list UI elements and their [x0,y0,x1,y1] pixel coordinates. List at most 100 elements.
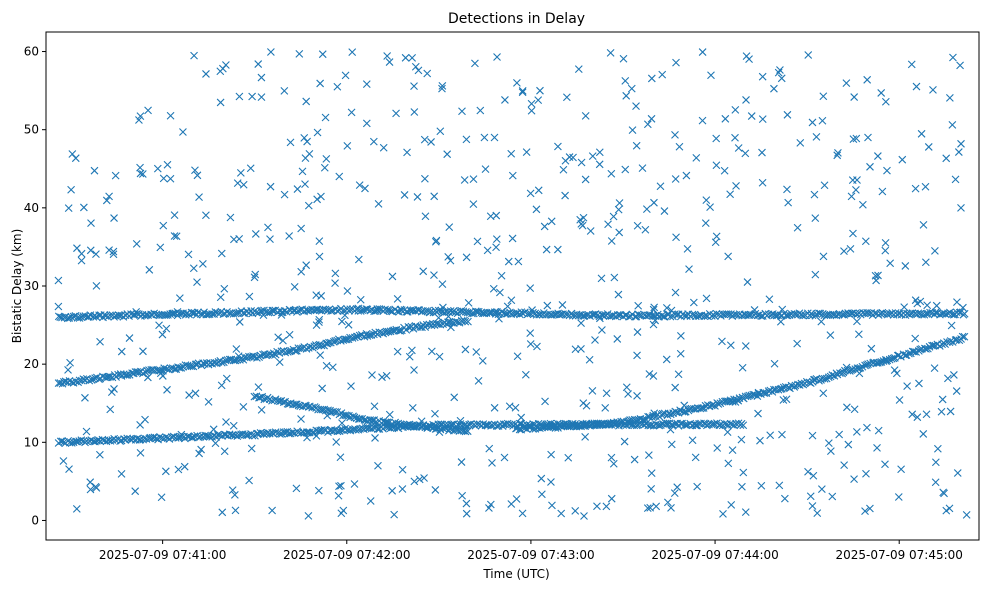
data-point [303,137,311,146]
data-point [316,351,325,360]
x-tick-label: 2025-07-09 07:43:00 [467,548,594,562]
data-point [698,404,706,412]
data-point [374,199,383,208]
data-point [462,253,471,262]
data-point [401,53,410,62]
data-point [754,409,762,418]
data-point [73,244,81,253]
data-point [954,148,963,156]
data-point [478,356,487,365]
data-point [606,49,615,57]
data-point [804,467,812,476]
data-point [202,70,210,78]
data-point [913,299,922,308]
data-point [371,307,380,315]
x-tick-label: 2025-07-09 07:41:00 [99,548,226,562]
data-point [662,355,671,364]
data-point [632,141,641,150]
data-point [170,211,179,220]
data-point [866,504,874,513]
data-point [889,354,898,363]
data-point [318,50,327,59]
data-point [281,348,290,357]
data-point [95,450,104,459]
data-point [826,447,835,456]
data-point [490,403,499,412]
data-point [811,214,820,223]
data-point [298,402,307,411]
data-point [634,301,643,310]
data-point [532,205,541,214]
data-point [595,160,604,169]
data-point [923,301,932,310]
data-point [852,134,861,143]
data-point [518,509,527,518]
data-point [756,436,764,445]
data-point [486,500,495,509]
data-point [71,154,80,163]
data-point [77,249,86,258]
data-point [326,338,335,347]
data-point [766,431,775,440]
data-point [460,176,469,184]
data-point [808,118,817,127]
data-point [622,91,631,100]
data-point [397,306,406,315]
data-point [232,345,241,353]
data-point [726,397,734,406]
data-point [727,500,736,509]
data-point [216,67,225,76]
data-point [706,203,714,212]
data-point [65,314,74,322]
data-point [666,410,675,419]
data-point [854,330,863,339]
data-point [770,84,778,93]
data-point [526,340,535,348]
data-point [714,400,723,408]
data-point [833,151,842,160]
data-point [64,204,73,212]
data-point [932,301,941,310]
data-point [820,181,829,190]
data-point [197,445,205,454]
data-point [758,115,767,124]
data-point [346,305,355,314]
data-point [362,119,371,128]
data-point [450,393,459,402]
data-point [350,480,359,488]
data-point [852,186,860,194]
data-point [682,171,691,180]
data-point [367,331,376,339]
data-point [718,337,726,346]
data-point [410,82,418,91]
data-point [347,108,356,117]
data-point [367,424,376,433]
data-point [574,65,583,73]
data-point [712,134,721,143]
data-point [819,252,828,261]
data-point [711,238,720,247]
data-point [806,492,815,501]
data-point [385,410,394,419]
data-point [876,309,885,318]
data-point [847,192,856,201]
data-point [675,142,684,151]
data-point [341,335,350,344]
data-point [578,221,587,230]
data-point [443,150,452,159]
y-tick-label: 60 [24,45,39,59]
data-point [956,61,964,70]
data-point [671,130,679,139]
data-point [420,474,428,482]
data-point [646,421,655,430]
data-point [514,257,523,266]
data-point [553,245,562,254]
data-point [217,381,226,390]
data-point [924,143,933,151]
y-tick-label: 0 [31,513,39,527]
data-point [239,180,248,189]
data-point [877,89,886,97]
data-point [696,404,705,413]
data-point [621,165,630,174]
data-point [92,282,101,290]
